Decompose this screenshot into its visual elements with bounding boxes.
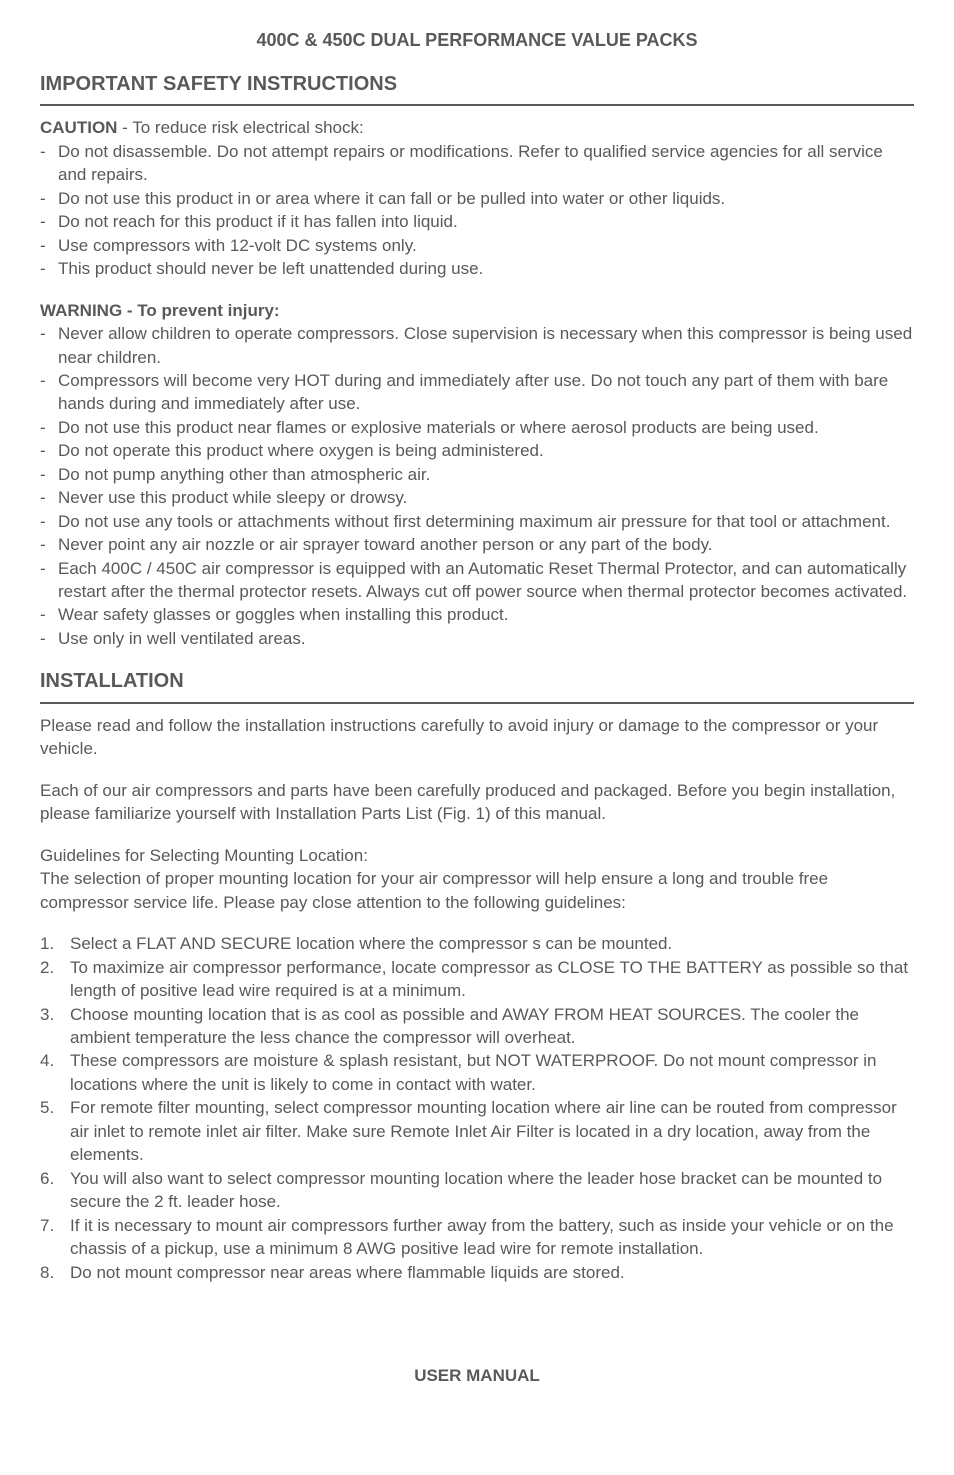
install-intro-1: Please read and follow the installation … <box>40 714 914 761</box>
document-title: 400C & 450C DUAL PERFORMANCE VALUE PACKS <box>40 28 914 53</box>
guidelines-heading: Guidelines for Selecting Mounting Locati… <box>40 844 914 867</box>
list-item: 3.Choose mounting location that is as co… <box>40 1003 914 1050</box>
warning-label: WARNING - To prevent injury: <box>40 299 914 322</box>
list-item: Never allow children to operate compress… <box>40 322 914 369</box>
list-item: Do not reach for this product if it has … <box>40 210 914 233</box>
list-item: Each 400C / 450C air compressor is equip… <box>40 557 914 604</box>
list-item: 4.These compressors are moisture & splas… <box>40 1049 914 1096</box>
warning-list: Never allow children to operate compress… <box>40 322 914 650</box>
installation-heading: INSTALLATION <box>40 668 914 704</box>
footer-label: USER MANUAL <box>40 1364 914 1387</box>
list-item: Use only in well ventilated areas. <box>40 627 914 650</box>
caution-intro: - To reduce risk electrical shock: <box>117 118 363 137</box>
list-item: 6.You will also want to select compresso… <box>40 1167 914 1214</box>
list-item: This product should never be left unatte… <box>40 257 914 280</box>
list-item: Never use this product while sleepy or d… <box>40 486 914 509</box>
install-intro-2: Each of our air compressors and parts ha… <box>40 779 914 826</box>
list-item: 8.Do not mount compressor near areas whe… <box>40 1261 914 1284</box>
caution-label: CAUTION <box>40 118 117 137</box>
list-item: 7.If it is necessary to mount air compre… <box>40 1214 914 1261</box>
list-item: Wear safety glasses or goggles when inst… <box>40 603 914 626</box>
list-item: Never point any air nozzle or air spraye… <box>40 533 914 556</box>
list-item: 1.Select a FLAT AND SECURE location wher… <box>40 932 914 955</box>
list-item: 5.For remote filter mounting, select com… <box>40 1096 914 1166</box>
list-item: Do not use this product near flames or e… <box>40 416 914 439</box>
list-item: Do not operate this product where oxygen… <box>40 439 914 462</box>
list-item: 2.To maximize air compressor performance… <box>40 956 914 1003</box>
guidelines-intro: The selection of proper mounting locatio… <box>40 867 914 914</box>
safety-heading: IMPORTANT SAFETY INSTRUCTIONS <box>40 71 914 107</box>
list-item: Use compressors with 12-volt DC systems … <box>40 234 914 257</box>
list-item: Do not use any tools or attachments with… <box>40 510 914 533</box>
list-item: Do not use this product in or area where… <box>40 187 914 210</box>
installation-steps: 1.Select a FLAT AND SECURE location wher… <box>40 932 914 1284</box>
list-item: Do not pump anything other than atmosphe… <box>40 463 914 486</box>
list-item: Do not disassemble. Do not attempt repai… <box>40 140 914 187</box>
list-item: Compressors will become very HOT during … <box>40 369 914 416</box>
caution-list: Do not disassemble. Do not attempt repai… <box>40 140 914 281</box>
caution-block: CAUTION - To reduce risk electrical shoc… <box>40 116 914 139</box>
